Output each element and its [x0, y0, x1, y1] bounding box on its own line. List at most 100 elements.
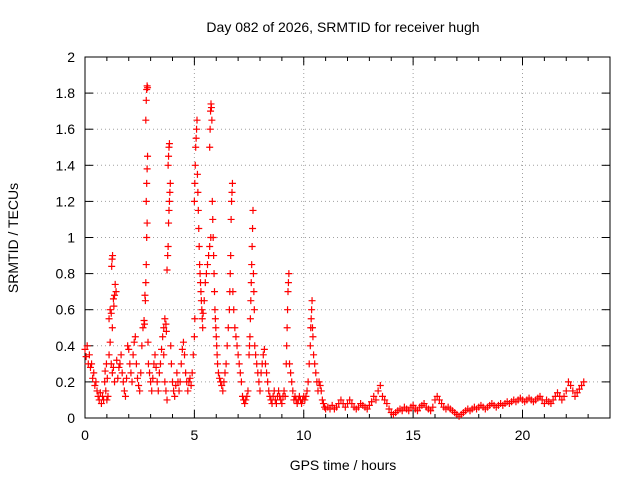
data-point: [234, 351, 242, 359]
data-point: [171, 392, 179, 400]
data-point: [211, 315, 219, 323]
data-point: [385, 405, 393, 413]
data-point: [260, 345, 268, 353]
y-tick-label: 0.8: [56, 266, 76, 282]
data-point: [167, 360, 175, 368]
data-point: [108, 262, 116, 270]
data-point: [153, 378, 161, 386]
data-point: [199, 309, 207, 317]
data-point: [289, 387, 297, 395]
chart-title: Day 082 of 2026, SRMTID for receiver hug…: [206, 19, 479, 35]
data-point: [134, 374, 141, 382]
data-point: [284, 288, 292, 296]
data-point: [214, 369, 222, 377]
data-point: [143, 219, 151, 227]
data-point: [123, 374, 131, 382]
data-point: [214, 360, 222, 368]
data-point: [191, 179, 199, 187]
data-point: [161, 315, 169, 323]
data-point: [195, 243, 203, 251]
data-point: [198, 306, 206, 314]
data-point: [120, 387, 128, 395]
data-point: [192, 143, 200, 151]
data-point: [195, 224, 203, 232]
data-point: [144, 84, 152, 92]
data-point: [284, 279, 292, 287]
data-point: [92, 378, 100, 386]
data-point: [207, 107, 215, 115]
data-point: [108, 369, 116, 377]
data-point: [250, 288, 258, 296]
data-point: [310, 351, 318, 359]
data-point: [212, 324, 220, 332]
data-point: [236, 369, 244, 377]
data-point: [558, 396, 566, 404]
data-point: [144, 152, 152, 160]
data-point: [242, 396, 250, 404]
data-point: [213, 342, 221, 350]
data-point: [237, 378, 245, 386]
data-point: [248, 261, 256, 269]
data-point: [175, 387, 183, 395]
data-point: [232, 333, 240, 341]
data-point: [177, 360, 185, 368]
data-point: [246, 315, 254, 323]
data-point: [309, 333, 317, 341]
data-point: [152, 363, 160, 371]
data-point: [302, 392, 310, 400]
data-point: [101, 378, 109, 386]
data-point: [111, 291, 119, 299]
data-point: [376, 382, 384, 390]
data-point: [259, 351, 267, 359]
data-point: [130, 338, 138, 346]
x-tick-label: 5: [190, 427, 198, 443]
data-point: [211, 288, 218, 296]
data-point: [308, 297, 316, 305]
data-point: [307, 315, 315, 323]
data-point: [150, 360, 158, 368]
data-point: [304, 378, 312, 386]
data-point: [91, 382, 99, 390]
data-point: [569, 387, 577, 395]
data-point: [165, 152, 173, 160]
data-points: [81, 82, 588, 420]
data-point: [409, 401, 417, 409]
data-point: [90, 369, 98, 377]
data-point: [249, 206, 257, 214]
data-point: [251, 342, 259, 350]
data-point: [573, 389, 581, 397]
data-point: [206, 125, 214, 133]
data-point: [298, 400, 306, 408]
data-point: [249, 270, 257, 278]
data-point: [165, 219, 173, 227]
data-point: [554, 389, 561, 397]
data-point: [141, 320, 148, 328]
data-point: [243, 392, 251, 400]
data-point: [333, 403, 341, 411]
data-point: [186, 374, 194, 382]
data-point: [363, 405, 371, 413]
data-point: [252, 351, 260, 359]
data-point: [148, 387, 156, 395]
data-point: [181, 351, 189, 359]
data-point: [223, 342, 231, 350]
data-point: [102, 387, 110, 395]
data-point: [184, 387, 192, 395]
data-point: [138, 342, 146, 350]
data-point: [166, 179, 174, 187]
data-point: [190, 197, 198, 205]
data-point: [365, 401, 373, 409]
data-point: [143, 179, 151, 187]
data-point: [173, 369, 181, 377]
data-point: [315, 378, 323, 386]
data-point: [143, 165, 151, 173]
data-point: [144, 338, 152, 346]
data-point: [167, 342, 175, 350]
tick-layer: 00.20.40.60.811.21.41.61.820 5 10 15 20: [56, 49, 611, 443]
data-point: [129, 351, 137, 359]
data-point: [216, 374, 224, 382]
data-point: [438, 400, 446, 408]
data-point: [89, 374, 97, 382]
data-point: [206, 243, 214, 251]
